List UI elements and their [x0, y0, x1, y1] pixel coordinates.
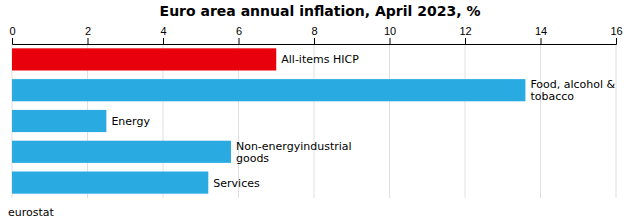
bar-labels: All-items HICP Food, alcohol &tobacco Ener…	[111, 53, 615, 189]
tick: 14	[535, 25, 547, 44]
tick-label: 14	[535, 25, 547, 37]
tick-mark	[88, 38, 89, 44]
annotation: eurostat	[8, 206, 55, 219]
tick-label: 2	[85, 25, 91, 37]
tick: 2	[85, 25, 91, 44]
tick-mark	[390, 38, 391, 44]
title: Euro area annual inflation, April 2023, …	[160, 3, 481, 19]
tick-mark	[314, 38, 315, 44]
tick-mark	[465, 38, 466, 44]
tick: 0	[9, 25, 15, 44]
category-label: Energy	[111, 115, 150, 128]
tick-mark	[12, 38, 13, 44]
grid	[12, 44, 616, 198]
tick-mark	[239, 38, 240, 44]
tick-label: 6	[236, 25, 242, 37]
tick: 12	[459, 25, 471, 44]
tick-mark	[616, 38, 617, 44]
axis-line	[13, 38, 617, 45]
tick: 10	[384, 25, 396, 44]
bar	[12, 141, 231, 163]
tick-label: 8	[311, 25, 317, 37]
grid-line	[465, 44, 466, 198]
tick-label: 16	[610, 25, 622, 37]
category-label-line: All-items HICP	[281, 53, 359, 66]
tick-label: 12	[459, 25, 471, 37]
tick: 4	[160, 25, 166, 44]
bar	[12, 110, 106, 132]
grid-line	[540, 44, 541, 198]
tick: 8	[311, 25, 317, 44]
category-label-line: Services	[213, 176, 260, 189]
chart: 0 2 4 6 8 10 12 14 16 All-items HICP Food, alcohol…	[0, 0, 640, 224]
tick-mark	[163, 38, 164, 44]
tick-label: 10	[384, 25, 396, 37]
category-label: Food, alcohol &tobacco	[530, 78, 615, 103]
grid-line	[616, 44, 617, 198]
bar	[12, 48, 276, 70]
category-label-line: goods	[236, 151, 269, 164]
bars	[12, 48, 525, 193]
category-label: Non-energyindustrialgoods	[236, 139, 352, 164]
category-label-line: Energy	[111, 115, 150, 128]
x-axis: 0 2 4 6 8 10 12 14 16	[9, 25, 622, 45]
tick: 6	[236, 25, 242, 44]
grid-line	[314, 44, 315, 198]
tick-label: 4	[160, 25, 166, 37]
category-label: Services	[213, 176, 260, 189]
bar	[12, 172, 208, 194]
category-label: All-items HICP	[281, 53, 359, 66]
tick: 16	[610, 25, 622, 44]
plot: 0 2 4 6 8 10 12 14 16 All-items HICP Food, alcohol…	[9, 25, 622, 198]
grid-line	[389, 44, 390, 198]
tick-mark	[541, 38, 542, 44]
bar	[12, 79, 525, 101]
category-label-line: tobacco	[530, 90, 574, 103]
tick-label: 0	[9, 25, 15, 37]
